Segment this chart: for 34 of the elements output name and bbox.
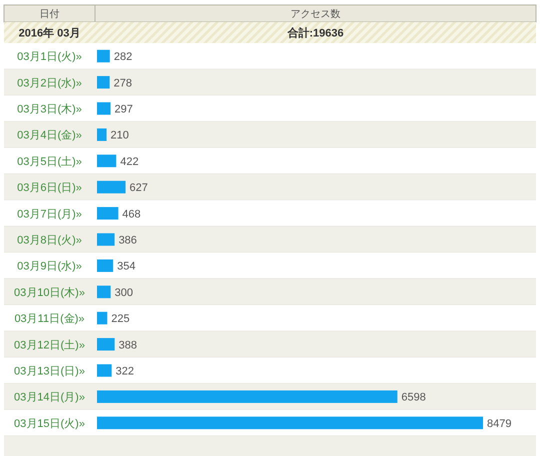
data-label: 210 (110, 130, 129, 142)
data-label: 225 (111, 313, 130, 326)
y-tick-label: 03月10日(木)» (14, 286, 85, 299)
data-label: 300 (114, 286, 134, 299)
data-label: 322 (116, 366, 134, 378)
y-tick-label: 03月9日(水)» (17, 260, 82, 273)
data-label: 422 (120, 156, 139, 168)
chart-title: 2016年 03月 (18, 26, 80, 40)
y-tick-label: 03月6日(日)» (17, 182, 82, 194)
y-tick-label: 03月3日(木)» (17, 102, 82, 116)
y-tick-label: 03月4日(金)» (17, 130, 82, 142)
data-label: 354 (117, 260, 136, 273)
data-label: 6598 (401, 392, 426, 404)
y-tick-label: 03月13日(日)» (14, 366, 85, 378)
data-label: 297 (114, 104, 133, 116)
y-tick-label: 03月2日(水)» (17, 76, 82, 90)
y-tick-label: 03月1日(火)» (17, 50, 82, 64)
y-tick-label: 03月7日(月)» (17, 208, 82, 220)
y-tick-label: 03月14日(月)» (14, 392, 85, 404)
data-label: 278 (114, 77, 132, 90)
text: 合計:19636 (286, 26, 344, 40)
data-label: 468 (122, 208, 141, 220)
y-tick-label: 03月15日(火)» (14, 416, 85, 430)
y-tick-label: 03月12日(土)» (14, 338, 85, 352)
data-label: 282 (114, 51, 132, 64)
y-axis-title: 日付 (40, 9, 60, 20)
y-tick-label: 03月5日(土)» (17, 154, 82, 168)
y-tick-label: 03月8日(火)» (17, 234, 82, 246)
x-axis-title: アクセス数 (290, 9, 340, 20)
data-label: 386 (118, 234, 137, 246)
y-tick-label: 03月11日(金)» (14, 313, 85, 326)
data-label: 388 (118, 339, 138, 352)
data-label: 8479 (487, 418, 512, 430)
data-label: 627 (130, 182, 148, 194)
